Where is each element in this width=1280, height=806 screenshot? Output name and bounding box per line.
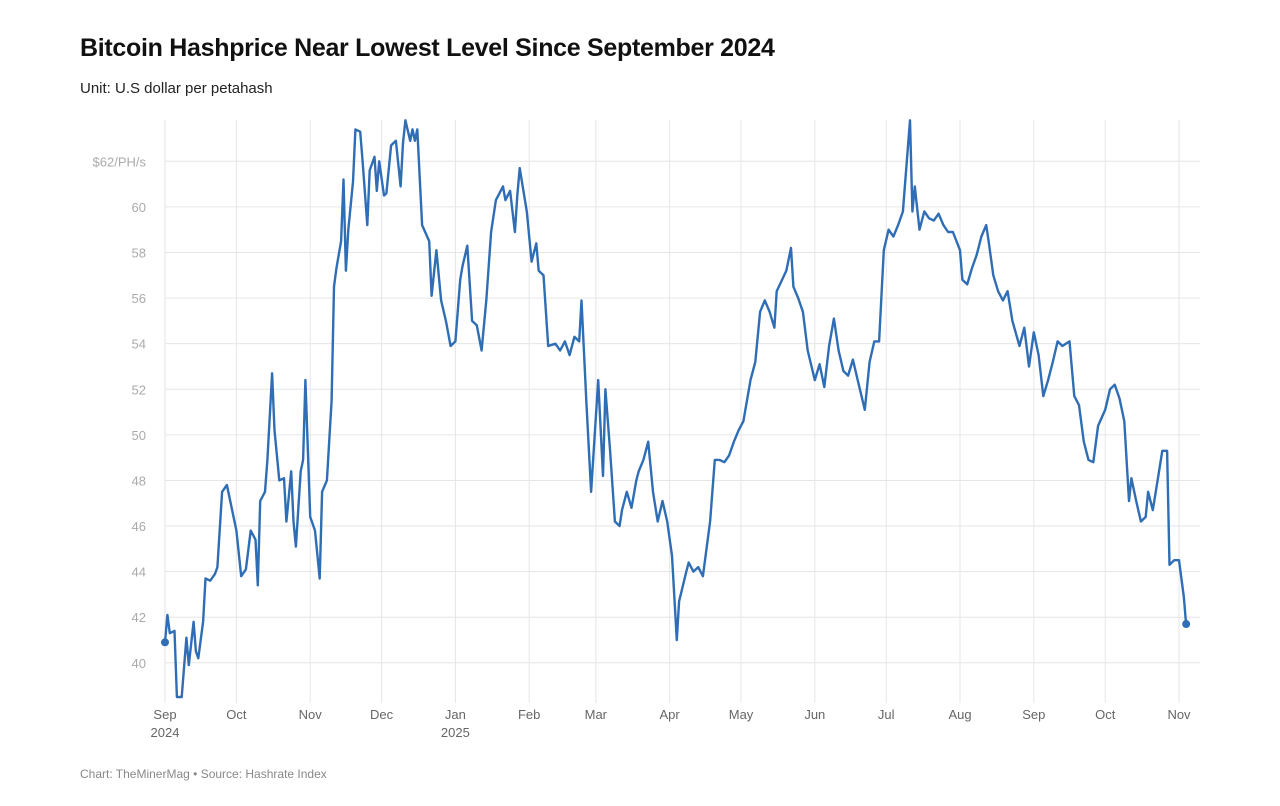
x-tick-label: Sep — [1022, 707, 1045, 722]
y-tick-label: $62/PH/s — [93, 154, 147, 169]
x-tick-label: Mar — [585, 707, 608, 722]
x-tick-label: Nov — [299, 707, 323, 722]
y-tick-label: 44 — [132, 565, 146, 580]
x-tick-label: Jan — [445, 707, 466, 722]
x-tick-label: Sep — [153, 707, 176, 722]
x-tick-label: Jul — [878, 707, 895, 722]
x-tick-label: Oct — [1095, 707, 1116, 722]
x-tick-label: Dec — [370, 707, 394, 722]
x-tick-label: Apr — [660, 707, 681, 722]
y-tick-label: 42 — [132, 610, 146, 625]
start-point-marker — [161, 638, 169, 647]
x-tick-label: Feb — [518, 707, 540, 722]
chart-subtitle: Unit: U.S dollar per petahash — [80, 80, 273, 97]
y-tick-label: 48 — [132, 473, 146, 488]
x-tick-label: Aug — [948, 707, 971, 722]
chart-source-footer: Chart: TheMinerMag • Source: Hashrate In… — [80, 767, 327, 781]
hashprice-series-line — [163, 119, 1188, 699]
x-tick-year-label: 2024 — [151, 725, 180, 740]
y-tick-label: 56 — [132, 291, 146, 306]
y-tick-label: 58 — [132, 245, 146, 260]
y-tick-label: 46 — [132, 519, 146, 534]
x-tick-label: Jun — [804, 707, 825, 722]
y-tick-label: 54 — [132, 337, 146, 352]
y-tick-label: 52 — [132, 382, 146, 397]
x-tick-label: May — [729, 707, 754, 722]
y-tick-label: 60 — [132, 200, 146, 215]
end-point-marker — [1182, 620, 1191, 629]
y-tick-label: 40 — [132, 656, 146, 671]
x-tick-label: Nov — [1167, 707, 1191, 722]
y-tick-label: 50 — [132, 428, 146, 443]
x-tick-label: Oct — [226, 707, 247, 722]
chart-title: Bitcoin Hashprice Near Lowest Level Sinc… — [80, 34, 775, 62]
x-tick-year-label: 2025 — [441, 725, 470, 740]
